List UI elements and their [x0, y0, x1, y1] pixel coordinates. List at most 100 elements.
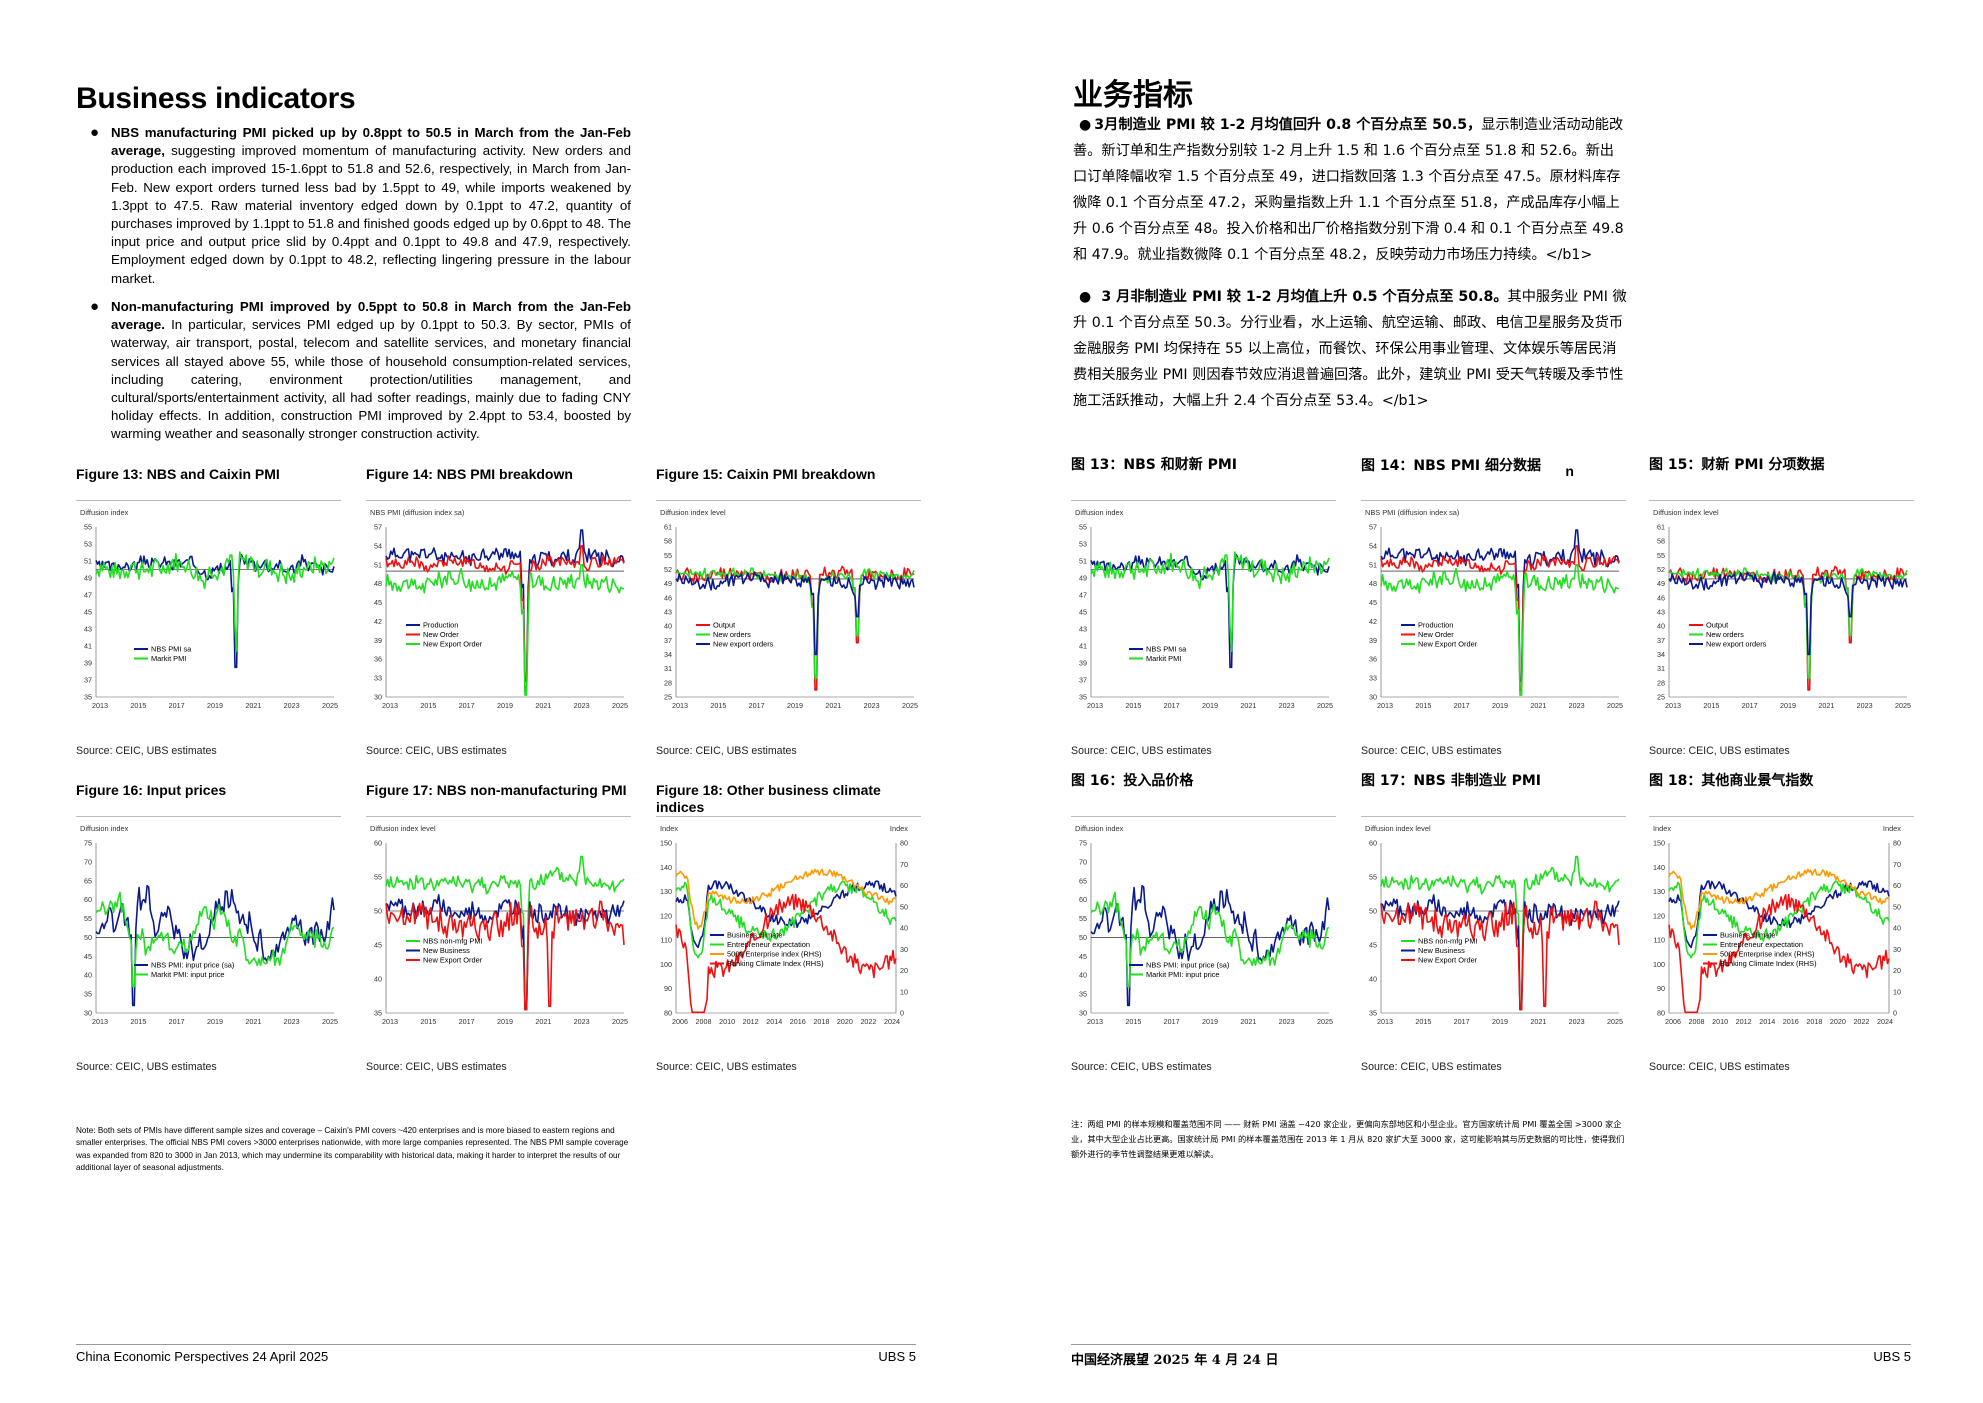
- figure-title: 图 18：其他商业景气指数: [1649, 773, 1814, 789]
- x-tick-label: 2017: [169, 701, 185, 710]
- x-tick-label: 2025: [1317, 701, 1333, 710]
- chart-caixin-pmi-breakdown: Diffusion index level 25 28 31 34 37 40 43 46 49 5…: [1653, 508, 1911, 710]
- y-tick-label: 120: [660, 911, 672, 920]
- legend-label: New Export Order: [423, 640, 483, 649]
- page-heading: Business indicators: [76, 82, 356, 115]
- x-tick-label: 2017: [1164, 701, 1180, 710]
- y-axis-label: Diffusion index: [1075, 824, 1124, 833]
- y-tick-label: 43: [1657, 608, 1665, 617]
- y2-tick-label: 40: [900, 924, 908, 933]
- footnote: Note: Both sets of PMIs have different s…: [76, 1126, 629, 1172]
- series-line: [1380, 855, 1620, 1007]
- x-tick-label: 2021: [535, 1017, 551, 1026]
- y-tick-label: 45: [84, 952, 92, 961]
- y-tick-label: 46: [664, 593, 672, 602]
- y-axis-label: Diffusion index: [80, 824, 129, 833]
- y2-tick-label: 70: [1893, 860, 1901, 869]
- legend-label: 5000 Enterprise index (RHS): [727, 950, 821, 959]
- figure-source: Source: CEIC, UBS estimates: [366, 1061, 507, 1073]
- y-axis-label: Diffusion index level: [1653, 508, 1719, 517]
- chart-nbs-non-mfg-pmi: Diffusion index level 35 40 45 50 55 60 2013 201…: [1365, 824, 1623, 1026]
- y-tick-label: 37: [1079, 676, 1087, 685]
- figure-title: 图 16：投入品价格: [1071, 773, 1194, 789]
- legend-label: Markit PMI: [1146, 654, 1181, 663]
- x-tick-label: 2021: [245, 1017, 261, 1026]
- y-tick-label: 41: [1079, 642, 1087, 651]
- series-line: [1380, 545, 1620, 692]
- chart-nbs-pmi-breakdown: NBS PMI (diffusion index sa) 30 33 36 39 42 45…: [1365, 508, 1623, 710]
- y-tick-label: 39: [1079, 659, 1087, 668]
- footer-publication: 中国经济展望 2025 年 4 月 24 日: [1071, 1353, 1279, 1368]
- figure-16: 图 16：投入品价格 Diffusion index 30 35 40 45 50 55 60 6…: [1071, 773, 1336, 1073]
- footnote: 注：两组 PMI 的样本规模和覆盖范围不同 —— 财新 PMI 涵盖 ~420 …: [1071, 1119, 1625, 1159]
- x-tick-label: 2020: [837, 1017, 853, 1026]
- series-line: [1380, 529, 1620, 683]
- figure-title: 图 13：NBS 和财新 PMI: [1071, 457, 1237, 473]
- y-tick-label: 53: [1079, 540, 1087, 549]
- legend-label: New Export Order: [423, 956, 483, 965]
- y-tick-label: 31: [664, 664, 672, 673]
- x-tick-label: 2015: [1125, 1017, 1141, 1026]
- x-tick-label: 2023: [1569, 701, 1585, 710]
- y-tick-label: 120: [1653, 911, 1665, 920]
- y-tick-label: 46: [1657, 593, 1665, 602]
- y-tick-label: 52: [664, 565, 672, 574]
- bullet-manufacturing: ● NBS manufacturing PMI picked up by 0.8…: [76, 124, 631, 288]
- y-tick-label: 60: [374, 839, 382, 848]
- figure-18: 图 18：其他商业景气指数 Index Index 80 90 100 110 120 130 1…: [1649, 773, 1914, 1073]
- footer-page-number: UBS 5: [878, 1349, 916, 1364]
- y-tick-label: 60: [84, 895, 92, 904]
- x-tick-label: 2006: [672, 1017, 688, 1026]
- chart-caixin-pmi-breakdown: Diffusion index level 25 28 31 34 37 40 43 46 49 5…: [660, 508, 918, 710]
- bullet-bold: 3 月非制造业 PMI 较 1-2 月均值上升 0.5 个百分点至 50.8。: [1101, 289, 1508, 305]
- page-english: Business indicators ● NBS manufacturing …: [0, 0, 990, 1403]
- y-tick-label: 49: [1657, 579, 1665, 588]
- x-tick-label: 2013: [1377, 701, 1393, 710]
- figure-source: Source: CEIC, UBS estimates: [1649, 1061, 1790, 1073]
- series-line: [1668, 571, 1908, 656]
- legend-label: New export orders: [713, 640, 774, 649]
- x-tick-label: 2013: [672, 701, 688, 710]
- y-tick-label: 45: [84, 608, 92, 617]
- y2-axis-label: Index: [890, 824, 908, 833]
- y-tick-label: 39: [1369, 636, 1377, 645]
- x-tick-label: 2019: [1492, 701, 1508, 710]
- y-tick-label: 47: [84, 591, 92, 600]
- series-line: [1380, 894, 1620, 1011]
- y-tick-label: 48: [374, 579, 382, 588]
- y2-tick-label: 80: [900, 839, 908, 848]
- x-tick-label: 2021: [535, 701, 551, 710]
- legend-label: Output: [713, 621, 735, 630]
- figure-14: 图 14：NBS PMI 细分数据 n NBS PMI (diffusion in…: [1361, 457, 1626, 757]
- y-tick-label: 55: [1079, 914, 1087, 923]
- y-tick-label: 61: [1657, 523, 1665, 532]
- x-tick-label: 2021: [245, 701, 261, 710]
- legend-label: New Order: [423, 630, 459, 639]
- legend-label: New Business: [423, 946, 470, 955]
- y-tick-label: 49: [1079, 574, 1087, 583]
- figure-18: Figure 18: Other business climate indice…: [656, 782, 921, 1073]
- legend-label: Business climate: [727, 931, 782, 940]
- footer-publication: China Economic Perspectives 24 April 202…: [76, 1349, 329, 1364]
- legend-label: Entrepreneur expectation: [727, 940, 810, 949]
- y-tick-label: 90: [664, 984, 672, 993]
- legend-label: NBS non-mfg PMI: [1418, 937, 1478, 946]
- y2-tick-label: 0: [1893, 1009, 1897, 1018]
- x-tick-label: 2021: [1818, 701, 1834, 710]
- y-tick-label: 80: [1657, 1009, 1665, 1018]
- legend-label: New Export Order: [1418, 956, 1478, 965]
- figure-title: Figure 16: Input prices: [76, 782, 227, 798]
- y2-tick-label: 30: [900, 945, 908, 954]
- series-line: [95, 884, 335, 1007]
- x-tick-label: 2016: [1783, 1017, 1799, 1026]
- legend-label: New orders: [1706, 630, 1744, 639]
- x-tick-label: 2025: [1607, 1017, 1623, 1026]
- chart-business-climate: Index Index 80 90 100 110 120 130 140 150 0 10 20 30 4…: [1653, 824, 1901, 1026]
- series-line: [1668, 567, 1908, 679]
- bullet-text: In particular, services PMI edged up by …: [111, 317, 631, 442]
- x-tick-label: 2018: [1806, 1017, 1822, 1026]
- figure-source: Source: CEIC, UBS estimates: [1071, 745, 1212, 757]
- x-tick-label: 2019: [1202, 701, 1218, 710]
- y-tick-label: 55: [1369, 873, 1377, 882]
- x-tick-label: 2008: [696, 1017, 712, 1026]
